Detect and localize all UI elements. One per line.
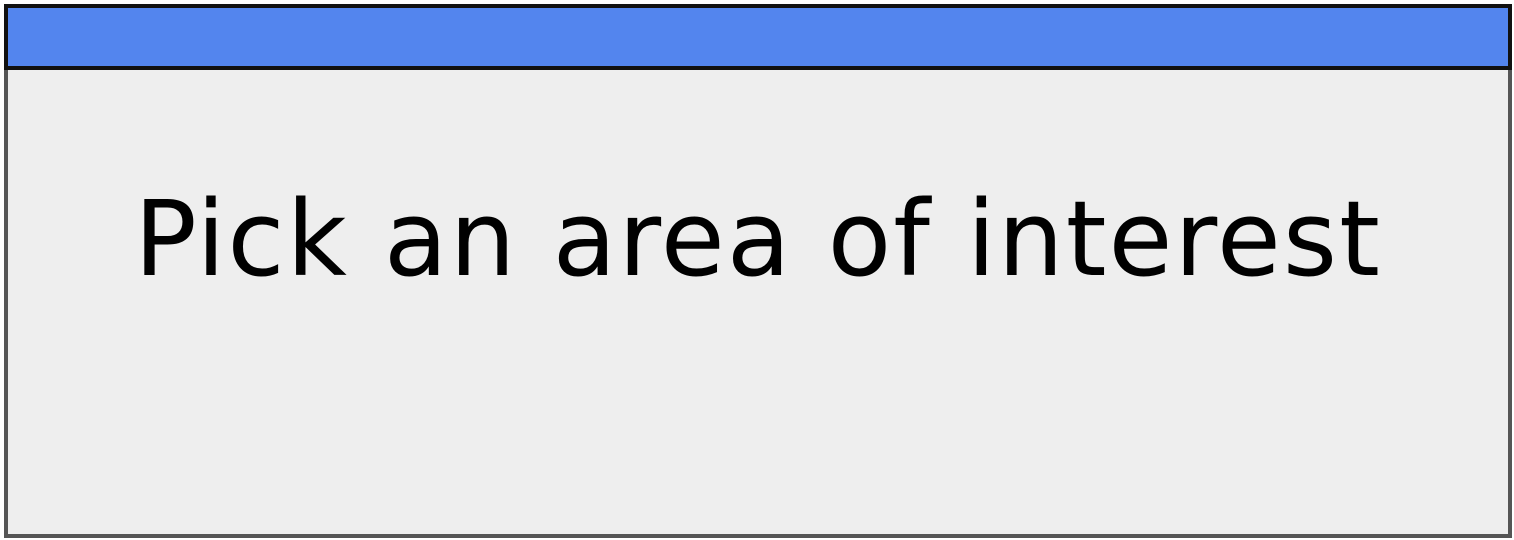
title-bar[interactable] [4, 4, 1512, 70]
dialog-window: Pick an area of interest [4, 4, 1512, 538]
dialog-message: Pick an area of interest [134, 178, 1382, 300]
title-bar-outline [4, 4, 1512, 70]
